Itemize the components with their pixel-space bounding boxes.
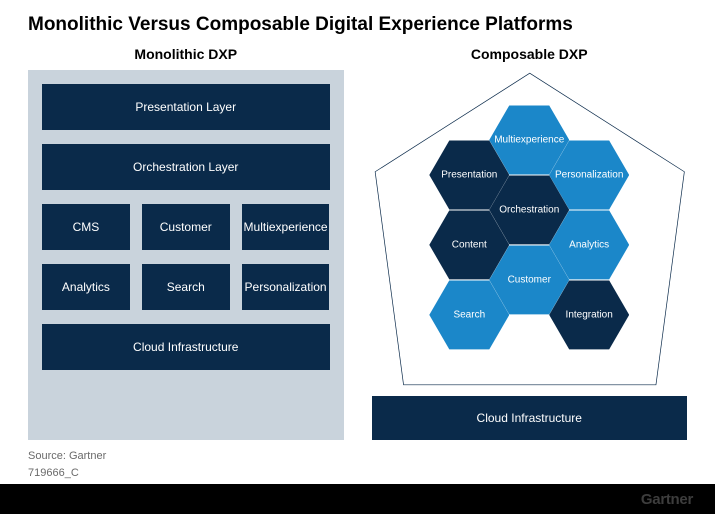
pentagon-container: MultiexperiencePresentationPersonalizati… [372, 70, 688, 388]
monolithic-heading: Monolithic DXP [28, 46, 344, 62]
customer-bar: Customer [142, 204, 230, 250]
search-bar: Search [142, 264, 230, 310]
presentation-layer-bar: Presentation Layer [42, 84, 330, 130]
composable-panel: MultiexperiencePresentationPersonalizati… [372, 70, 688, 440]
analytics-bar: Analytics [42, 264, 130, 310]
multiexperience-bar: Multiexperience [242, 204, 330, 250]
monolithic-column: Monolithic DXP Presentation Layer Orches… [28, 46, 344, 440]
cloud-infra-bar-mono: Cloud Infrastructure [42, 324, 330, 370]
mono-row-2: Analytics Search Personalization [42, 264, 330, 310]
columns: Monolithic DXP Presentation Layer Orches… [0, 46, 715, 440]
brand-text: Gartner [641, 491, 693, 508]
mono-row-1: CMS Customer Multiexperience [42, 204, 330, 250]
cms-bar: CMS [42, 204, 130, 250]
personalization-bar: Personalization [242, 264, 330, 310]
source-text: Source: Gartner 719666_C [0, 440, 715, 481]
source-line2: 719666_C [28, 465, 715, 482]
hex-cluster: MultiexperiencePresentationPersonalizati… [372, 70, 688, 388]
source-line1: Source: Gartner [28, 448, 715, 465]
orchestration-layer-bar: Orchestration Layer [42, 144, 330, 190]
cloud-infra-bar-comp: Cloud Infrastructure [372, 396, 688, 440]
monolithic-panel: Presentation Layer Orchestration Layer C… [28, 70, 344, 440]
footer-bar: Gartner [0, 484, 715, 514]
composable-column: Composable DXP MultiexperiencePresentati… [372, 46, 688, 440]
page-title: Monolithic Versus Composable Digital Exp… [0, 0, 715, 46]
composable-heading: Composable DXP [372, 46, 688, 62]
